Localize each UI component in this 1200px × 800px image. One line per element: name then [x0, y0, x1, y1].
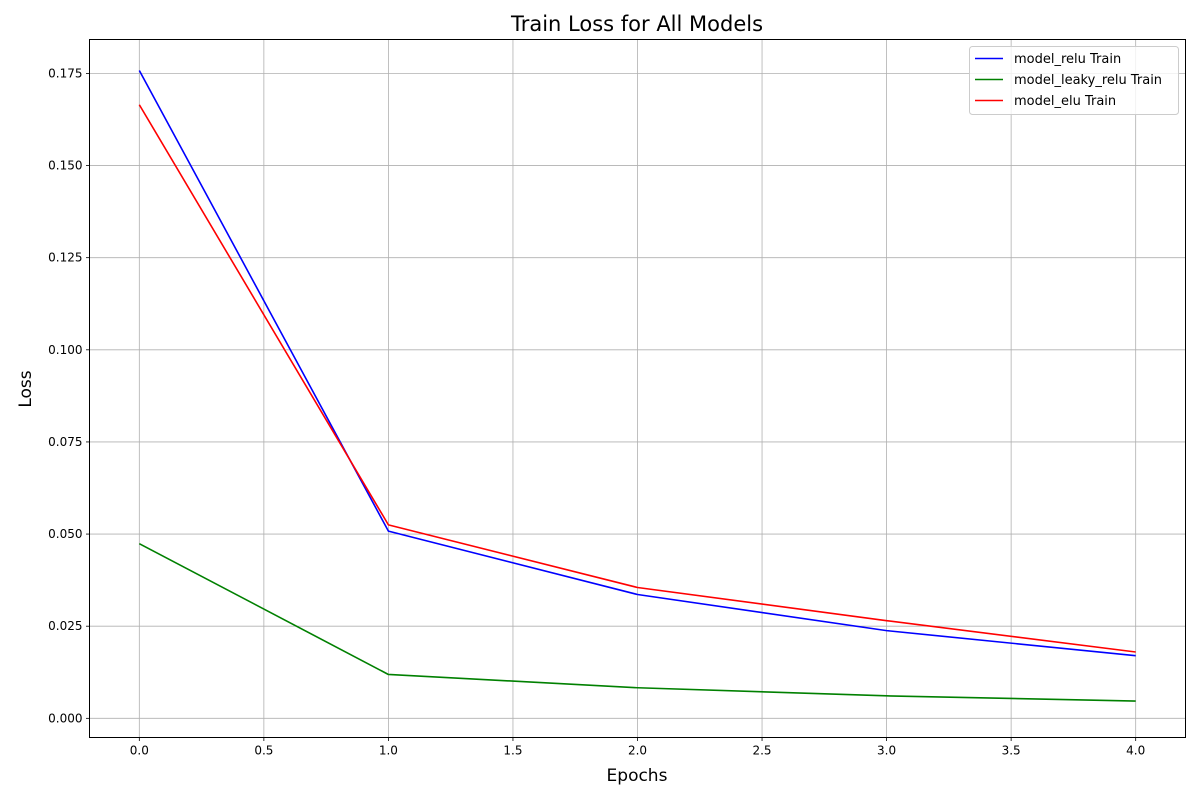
grid-lines: [89, 39, 1186, 738]
x-tick-label: 2.0: [628, 744, 647, 758]
y-axis-title: Loss: [16, 370, 36, 407]
series-line-1: [138, 542, 1136, 702]
legend-box: [969, 46, 1179, 115]
x-axis-ticks: 0.0 0.5 1.0 1.5 2.0 2.5 3.0 3.5 4.0: [130, 737, 1145, 758]
legend: model_relu Train model_leaky_relu Train mo…: [969, 46, 1179, 115]
y-tick-label: 0.075: [48, 435, 82, 449]
x-tick-label: 1.0: [379, 744, 398, 758]
legend-label-2: model_elu Train: [1014, 94, 1116, 109]
series-line-2: [138, 104, 1136, 653]
y-tick-label: 0.025: [48, 619, 82, 633]
series-line-0: [138, 70, 1136, 657]
x-tick-label: 4.0: [1126, 744, 1145, 758]
y-tick-label: 0.050: [48, 527, 82, 541]
x-axis-title: Epochs: [607, 766, 668, 786]
y-tick-label: 0.150: [48, 159, 82, 173]
y-tick-label: 0.100: [48, 343, 82, 357]
legend-label-1: model_leaky_relu Train: [1014, 73, 1162, 88]
x-tick-label: 3.5: [1002, 744, 1021, 758]
y-tick-label: 0.000: [48, 711, 82, 725]
y-tick-label: 0.125: [48, 251, 82, 265]
x-tick-label: 3.0: [877, 744, 896, 758]
x-tick-label: 1.5: [503, 744, 522, 758]
x-tick-label: 0.5: [254, 744, 273, 758]
y-tick-label: 0.175: [48, 66, 82, 80]
legend-label-0: model_relu Train: [1014, 52, 1121, 67]
series-lines: [138, 70, 1136, 702]
x-tick-label: 2.5: [752, 744, 771, 758]
chart-title: Train Loss for All Models: [510, 12, 763, 36]
y-axis-ticks: 0.000 0.025 0.050 0.075 0.100 0.125 0.150 0.175: [48, 66, 90, 725]
x-tick-label: 0.0: [130, 744, 149, 758]
